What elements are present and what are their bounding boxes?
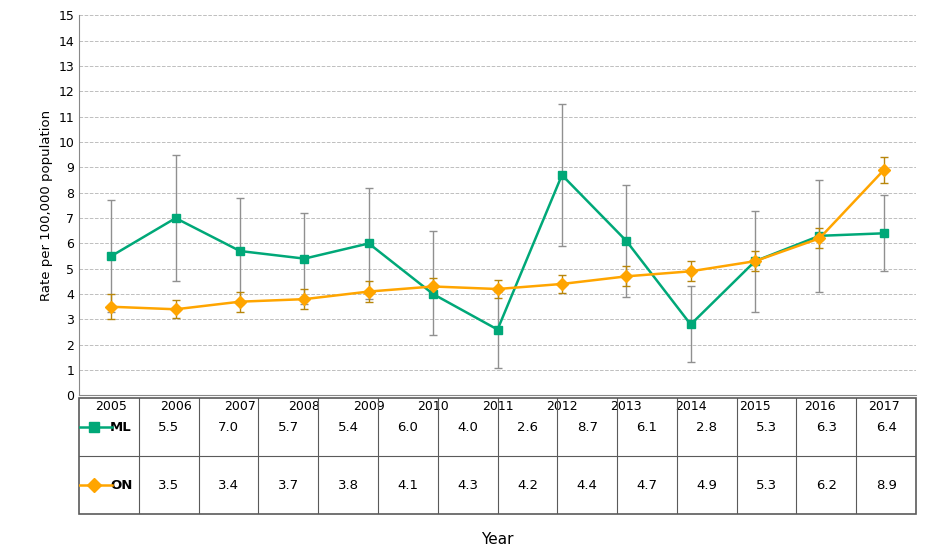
Y-axis label: Rate per 100,000 population: Rate per 100,000 population bbox=[40, 110, 53, 301]
Text: 6.0: 6.0 bbox=[397, 421, 419, 434]
Text: 6.4: 6.4 bbox=[876, 421, 897, 434]
Text: 5.5: 5.5 bbox=[158, 421, 179, 434]
Text: 4.0: 4.0 bbox=[458, 421, 478, 434]
Text: 4.3: 4.3 bbox=[458, 479, 478, 492]
Text: 6.3: 6.3 bbox=[816, 421, 837, 434]
Text: 4.4: 4.4 bbox=[577, 479, 598, 492]
Text: 8.7: 8.7 bbox=[577, 421, 598, 434]
Text: 4.1: 4.1 bbox=[397, 479, 419, 492]
Text: 4.9: 4.9 bbox=[697, 479, 717, 492]
Text: 5.3: 5.3 bbox=[756, 421, 777, 434]
Text: ON: ON bbox=[110, 479, 132, 492]
Text: ML: ML bbox=[110, 421, 132, 434]
Text: 3.7: 3.7 bbox=[278, 479, 299, 492]
Text: 4.7: 4.7 bbox=[636, 479, 658, 492]
Text: 7.0: 7.0 bbox=[218, 421, 239, 434]
Text: 5.3: 5.3 bbox=[756, 479, 777, 492]
Text: 3.8: 3.8 bbox=[338, 479, 359, 492]
Text: 6.1: 6.1 bbox=[636, 421, 658, 434]
Text: 8.9: 8.9 bbox=[876, 479, 897, 492]
Text: 3.4: 3.4 bbox=[218, 479, 239, 492]
Text: Year: Year bbox=[482, 533, 513, 547]
Text: 5.4: 5.4 bbox=[338, 421, 359, 434]
Text: 5.7: 5.7 bbox=[278, 421, 299, 434]
Text: 2.8: 2.8 bbox=[697, 421, 717, 434]
Text: 4.2: 4.2 bbox=[517, 479, 538, 492]
Text: 6.2: 6.2 bbox=[816, 479, 837, 492]
Text: 3.5: 3.5 bbox=[158, 479, 179, 492]
Text: 2.6: 2.6 bbox=[517, 421, 538, 434]
